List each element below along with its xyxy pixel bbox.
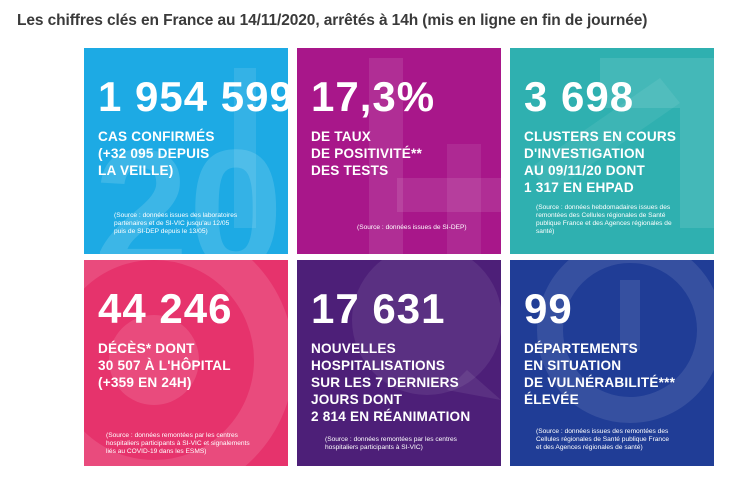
hospitalisations-tile: 17 631 NOUVELLES HOSPITALISATIONS SUR LE…	[297, 260, 501, 466]
clusters-number: 3 698	[524, 73, 635, 120]
decorative-circles-background	[84, 260, 288, 466]
confirmed-cases-tile: 20 1 954 599 CAS CONFIRMÉS (+32 095 DEPU…	[84, 48, 288, 254]
departments-tile: 99 DÉPARTEMENTS EN SITUATION DE VULNÉRAB…	[510, 260, 714, 466]
clusters-tile: 3 698 CLUSTERS EN COURS D'INVESTIGATION …	[510, 48, 714, 254]
departments-number: 99	[524, 285, 573, 332]
hospitalisations-label: NOUVELLES HOSPITALISATIONS SUR LES 7 DER…	[311, 341, 471, 424]
key-figures-grid: 20 1 954 599 CAS CONFIRMÉS (+32 095 DEPU…	[84, 48, 714, 466]
deaths-tile: 44 246 DÉCÈS* DONT 30 507 À L'HÔPITAL (+…	[84, 260, 288, 466]
departments-label: DÉPARTEMENTS EN SITUATION DE VULNÉRABILI…	[524, 341, 676, 407]
positivity-rate-source: (Source : données issues de SI-DEP)	[357, 224, 467, 231]
decorative-arrow-background	[530, 58, 714, 228]
decorative-bubble-background	[352, 260, 501, 400]
positivity-rate-label: DE TAUX DE POSITIVITÉ** DES TESTS	[311, 129, 423, 178]
deaths-source: (Source : données remontées par les cent…	[106, 432, 250, 455]
hospitalisations-number: 17 631	[311, 285, 446, 332]
svg-text:20: 20	[94, 115, 283, 254]
positivity-rate-tile: 17,3% DE TAUX DE POSITIVITÉ** DES TESTS …	[297, 48, 501, 254]
deaths-number: 44 246	[98, 285, 233, 332]
decorative-numeral-background: 20	[94, 68, 283, 254]
page-heading: Les chiffres clés en France au 14/11/202…	[17, 12, 648, 29]
confirmed-cases-label: CAS CONFIRMÉS (+32 095 DEPUIS LA VEILLE)	[98, 129, 215, 178]
departments-source: (Source : données issues des remontées d…	[536, 428, 670, 451]
hospitalisations-source: (Source : données remontées par les cent…	[325, 436, 457, 451]
positivity-rate-number: 17,3%	[311, 73, 436, 120]
decorative-plus-background	[369, 58, 501, 254]
deaths-label: DÉCÈS* DONT 30 507 À L'HÔPITAL (+359 EN …	[98, 341, 231, 390]
decorative-exclamation-background	[537, 260, 714, 423]
confirmed-cases-source: (Source : données issues des laboratoire…	[114, 212, 238, 235]
confirmed-cases-number: 1 954 599	[98, 73, 288, 120]
clusters-source: (Source : données hebdomadaires issues d…	[536, 204, 672, 235]
clusters-label: CLUSTERS EN COURS D'INVESTIGATION AU 09/…	[524, 129, 677, 195]
